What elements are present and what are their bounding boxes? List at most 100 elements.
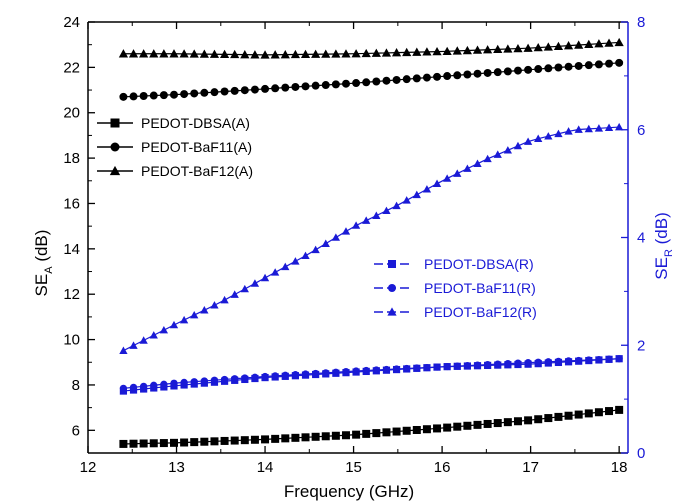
y-left-tick-label: 18 [63, 150, 80, 167]
data-point [423, 363, 431, 372]
data-point [493, 150, 502, 158]
legend-marker [388, 284, 396, 292]
y-right-tick-label: 6 [637, 122, 645, 139]
data-point [604, 38, 614, 47]
data-point [300, 49, 311, 59]
data-point [422, 425, 431, 434]
data-point [584, 39, 594, 49]
data-point [493, 419, 502, 428]
y-right-tick-label: 2 [637, 337, 645, 354]
data-point [362, 429, 371, 438]
data-point [281, 371, 289, 379]
data-point [473, 69, 482, 78]
data-point [463, 421, 472, 430]
data-point [524, 416, 533, 425]
data-point [402, 196, 411, 204]
data-point [199, 49, 209, 58]
x-tick-label: 14 [257, 459, 274, 476]
data-point [291, 82, 300, 91]
data-point [494, 360, 502, 368]
data-point [614, 37, 624, 47]
data-point [341, 79, 350, 88]
data-point [281, 262, 290, 271]
data-point [574, 410, 583, 419]
data-point [128, 49, 139, 58]
data-point [362, 216, 371, 224]
data-point [615, 58, 624, 67]
data-point [392, 75, 401, 84]
data-point [595, 355, 603, 364]
data-point [332, 368, 340, 376]
data-point [250, 279, 260, 287]
data-point [412, 74, 421, 83]
data-point [230, 49, 240, 59]
data-point [271, 84, 280, 93]
data-point [372, 366, 380, 374]
legend-item: PEDOT-BaF11(A) [97, 139, 252, 155]
plot-series [118, 37, 624, 448]
axes [87, 21, 629, 454]
y-left-tick-label: 10 [63, 332, 80, 349]
data-point [179, 315, 189, 324]
data-point [149, 439, 158, 448]
data-point [544, 358, 552, 366]
data-point [190, 310, 199, 319]
data-point [443, 174, 452, 182]
data-point [544, 414, 553, 423]
x-tick-label: 12 [80, 459, 97, 476]
data-point [484, 360, 492, 369]
data-point [250, 50, 260, 59]
data-point [594, 39, 604, 48]
data-point [189, 49, 199, 58]
data-point [220, 436, 229, 445]
data-point [352, 79, 361, 88]
data-point [331, 431, 340, 440]
data-point [584, 409, 593, 418]
data-point [169, 49, 179, 58]
series-line [123, 41, 620, 56]
data-point [281, 83, 290, 92]
legend-label: PEDOT-BaF12(A) [141, 163, 253, 179]
series-5 [119, 122, 624, 354]
data-point [311, 245, 320, 254]
data-point [513, 141, 523, 150]
y-right-axis-title-main: SE [652, 257, 671, 280]
data-point [422, 47, 432, 56]
data-point [240, 284, 249, 293]
data-point [341, 49, 351, 58]
data-point [250, 85, 259, 94]
data-point [483, 154, 492, 163]
data-point [311, 81, 320, 90]
data-point [604, 123, 614, 131]
data-point [209, 49, 220, 58]
data-point [605, 59, 614, 68]
data-point [372, 429, 381, 438]
y-left-axis-title-main: SE [32, 274, 51, 297]
data-point [553, 41, 564, 50]
data-point [352, 430, 361, 439]
data-point [412, 425, 421, 434]
data-point [443, 362, 451, 371]
legend-item: PEDOT-BaF12(R) [374, 304, 537, 320]
data-point [382, 365, 391, 374]
y-left-tick-label: 12 [63, 286, 80, 303]
series-0 [119, 405, 624, 448]
data-point [524, 65, 533, 74]
data-point [534, 134, 543, 142]
data-point [513, 417, 522, 426]
data-point [169, 90, 178, 99]
data-point [472, 45, 483, 54]
y-left-tick-label: 22 [63, 59, 80, 76]
data-point [119, 439, 128, 448]
legend-marker [109, 165, 121, 176]
data-point [473, 361, 482, 369]
data-point [331, 80, 340, 89]
data-point [413, 364, 421, 372]
data-point [129, 439, 138, 448]
data-point [615, 122, 624, 131]
data-point [301, 370, 310, 378]
x-tick-label: 17 [522, 459, 539, 476]
y-left-tick-label: 24 [63, 14, 80, 31]
